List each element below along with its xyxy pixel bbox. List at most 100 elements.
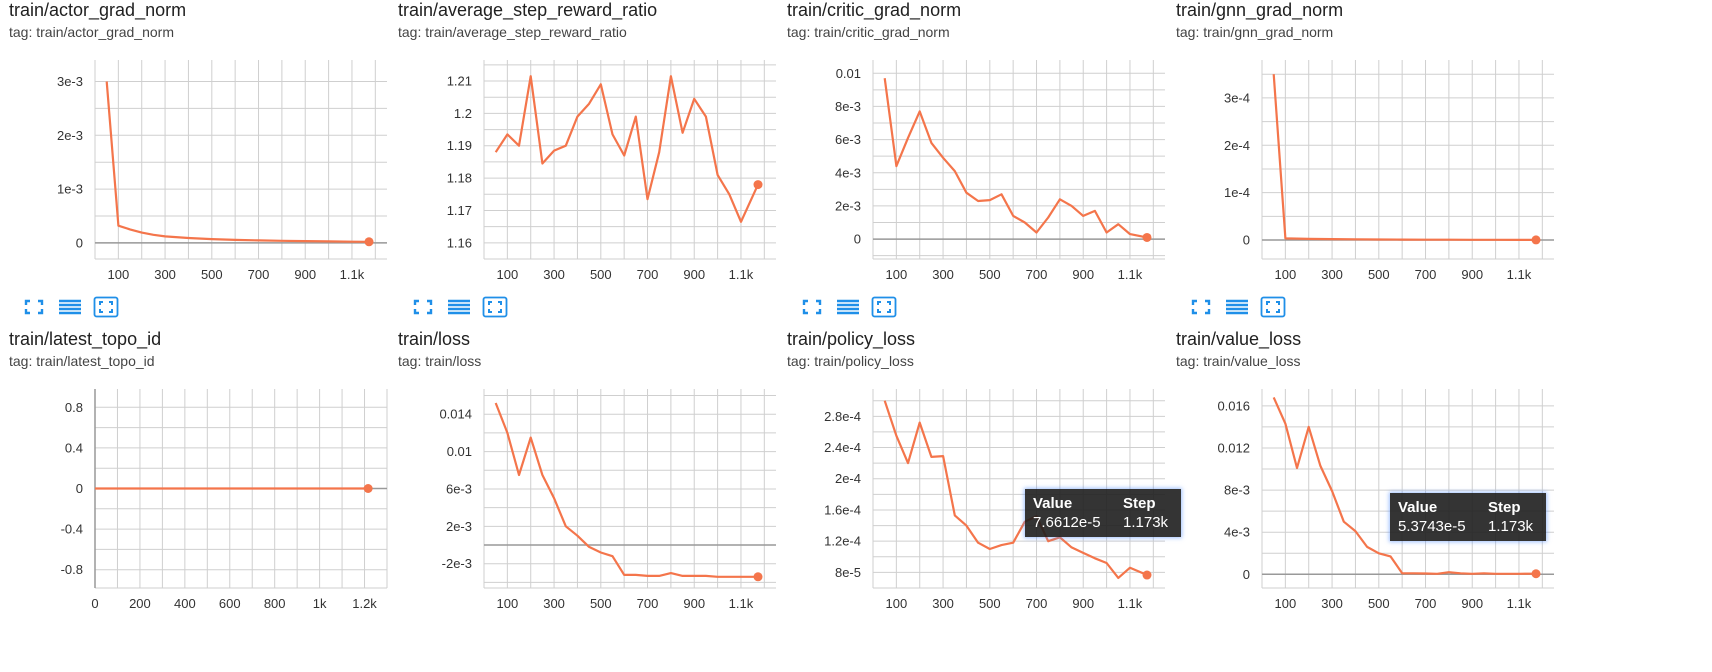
line-chart[interactable]: 0 200 400 600 800 1k 1.2k -0.8 -0.4 0 0.4 0.8 (9, 329, 389, 619)
y-tick-label: 4e-3 (835, 165, 861, 180)
x-tick-label: 300 (543, 267, 565, 282)
x-tick-label: 100 (886, 596, 908, 611)
chart-card: train/actor_grad_norm tag: train/actor_gr… (9, 0, 389, 330)
y-tick-label: 2.8e-4 (824, 409, 861, 424)
x-tick-label: 500 (979, 596, 1001, 611)
tooltip-value-header: Value (1033, 495, 1073, 512)
x-tick-label: 1.2k (352, 596, 377, 611)
tooltip-value-header: Value (1398, 499, 1438, 516)
toggle-log-icon[interactable] (1224, 296, 1250, 318)
chart-tag: tag: train/loss (398, 353, 482, 369)
series-line (105, 81, 370, 243)
x-tick-label: 500 (590, 267, 612, 282)
chart-title: train/average_step_reward_ratio (398, 0, 658, 20)
x-tick-label: 500 (979, 267, 1001, 282)
y-tick-label: 0 (1243, 567, 1250, 582)
chart-toolbar (1188, 296, 1308, 320)
y-tick-label: 6e-3 (446, 481, 472, 496)
tooltip-step: 1.173k (1123, 514, 1169, 531)
toggle-log-icon[interactable] (446, 296, 472, 318)
line-chart[interactable]: 100 300 500 700 900 1.1k 0 2e-3 4e-3 6e-3 8e-3 0.01 (787, 0, 1167, 290)
x-tick-label: 700 (1026, 267, 1048, 282)
y-tick-label: 0 (1243, 233, 1250, 248)
series-line (883, 400, 1148, 579)
last-point-marker[interactable] (1531, 569, 1541, 579)
chart-title: train/gnn_grad_norm (1176, 0, 1344, 20)
y-tick-label: 0.01 (836, 66, 861, 81)
chart-toolbar (799, 296, 919, 320)
expand-icon[interactable] (482, 296, 508, 318)
toggle-log-icon[interactable] (57, 296, 83, 318)
chart-title: train/policy_loss (787, 329, 916, 349)
x-tick-label: 1.1k (1118, 267, 1143, 282)
last-point-marker[interactable] (363, 484, 373, 493)
chart-tag: tag: train/gnn_grad_norm (1176, 24, 1334, 40)
last-point-marker[interactable] (753, 180, 763, 190)
y-tick-label: 0.4 (65, 440, 83, 455)
y-tick-label: 0.8 (65, 400, 83, 415)
expand-icon[interactable] (1260, 296, 1286, 318)
x-tick-label: 100 (497, 267, 519, 282)
x-tick-label: 700 (637, 596, 659, 611)
y-tick-label: 4e-3 (1224, 525, 1250, 540)
series-line (494, 75, 760, 223)
y-tick-label: 2.4e-4 (824, 440, 861, 455)
line-chart[interactable]: 100 300 500 700 900 1.1k -2e-3 2e-3 6e-3 0.01 0.01… (398, 329, 778, 619)
expand-icon[interactable] (93, 296, 119, 318)
line-chart[interactable]: 100 300 500 700 900 1.1k 8e-5 1.2e-4 1.6e-4 2e-4 2… (787, 329, 1167, 619)
y-tick-label: -0.4 (61, 522, 83, 537)
y-tick-label: 2e-4 (835, 471, 861, 486)
tooltip-step-header: Step (1488, 499, 1521, 516)
chart-tag: tag: train/latest_topo_id (9, 353, 155, 369)
fit-domain-icon[interactable] (21, 296, 47, 318)
y-tick-label: 3e-3 (57, 74, 83, 89)
toggle-log-icon[interactable] (835, 296, 861, 318)
x-tick-label: 1k (313, 596, 327, 611)
y-tick-label: 8e-3 (1224, 483, 1250, 498)
y-tick-label: -0.8 (61, 562, 83, 577)
x-tick-label: 400 (174, 596, 196, 611)
x-tick-label: 1.1k (729, 267, 754, 282)
expand-icon[interactable] (871, 296, 897, 318)
y-tick-label: 2e-3 (835, 198, 861, 213)
series-line (1272, 396, 1537, 575)
x-tick-label: 100 (1275, 596, 1297, 611)
y-tick-label: 0 (76, 481, 83, 496)
tooltip-value: 5.3743e-5 (1398, 518, 1466, 535)
x-tick-label: 100 (108, 267, 130, 282)
fit-domain-icon[interactable] (410, 296, 436, 318)
x-tick-label: 100 (497, 596, 519, 611)
x-tick-label: 500 (1368, 267, 1390, 282)
chart-title: train/critic_grad_norm (787, 0, 962, 20)
x-tick-label: 900 (683, 267, 705, 282)
last-point-marker[interactable] (1531, 235, 1541, 245)
chart-tag: tag: train/value_loss (1176, 353, 1301, 369)
x-tick-label: 300 (154, 267, 176, 282)
x-tick-label: 300 (543, 596, 565, 611)
series-line (883, 78, 1148, 239)
line-chart[interactable]: 100 300 500 700 900 1.1k 0 4e-3 8e-3 0.012 0.016 (1176, 329, 1556, 619)
line-chart[interactable]: 100 300 500 700 900 1.1k 1.16 1.17 1.18 1.19 1.2 1.… (398, 0, 778, 290)
chart-toolbar (410, 296, 530, 320)
fit-domain-icon[interactable] (799, 296, 825, 318)
last-point-marker[interactable] (1142, 232, 1152, 242)
line-chart[interactable]: 100 300 500 700 900 1.1k 0 1e-3 2e-3 3e-3 (9, 0, 389, 290)
fit-domain-icon[interactable] (1188, 296, 1214, 318)
last-point-marker[interactable] (364, 237, 374, 247)
x-tick-label: 100 (886, 267, 908, 282)
line-chart[interactable]: 100 300 500 700 900 1.1k 0 1e-4 2e-4 3e-4 (1176, 0, 1556, 290)
y-tick-label: 1.19 (447, 138, 472, 153)
y-tick-label: 1e-3 (57, 182, 83, 197)
tooltip-step: 1.173k (1488, 518, 1534, 535)
chart-tag: tag: train/critic_grad_norm (787, 24, 950, 40)
chart-toolbar (21, 296, 141, 320)
y-tick-label: 0 (76, 235, 83, 250)
x-tick-label: 700 (1415, 596, 1437, 611)
chart-card: train/gnn_grad_norm tag: train/gnn_grad_n… (1176, 0, 1556, 330)
y-tick-label: 0.016 (1217, 398, 1250, 413)
last-point-marker[interactable] (753, 572, 763, 582)
y-tick-label: 1e-4 (1224, 185, 1250, 200)
y-tick-label: 1.2 (454, 106, 472, 121)
y-tick-label: 1.18 (447, 171, 472, 186)
last-point-marker[interactable] (1142, 570, 1152, 580)
